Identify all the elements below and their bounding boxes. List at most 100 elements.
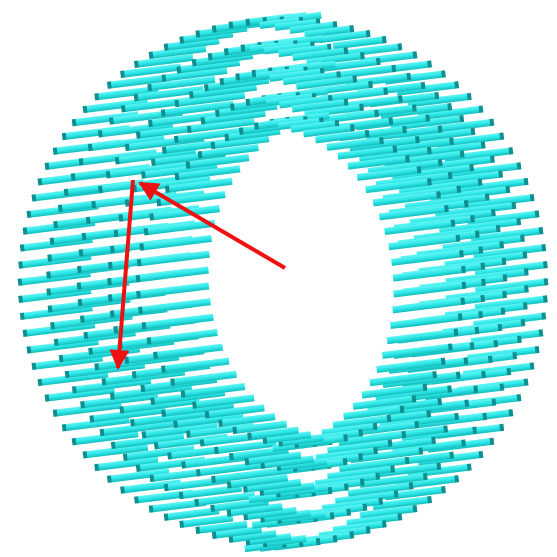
bar-end	[539, 329, 544, 336]
bar-end	[141, 431, 146, 438]
bar-end	[475, 327, 480, 334]
bar-end	[523, 251, 528, 258]
bar-end	[524, 285, 529, 292]
bar-end	[245, 19, 250, 26]
bar-end	[434, 92, 439, 99]
bar-end	[409, 482, 414, 489]
bar-end	[478, 246, 483, 253]
bar-body	[140, 251, 210, 266]
bar-end	[491, 209, 496, 216]
bar-end	[412, 104, 417, 111]
bar-end	[174, 136, 179, 143]
bar-end	[71, 173, 76, 180]
bar-end	[80, 401, 85, 408]
bar-end	[344, 99, 349, 106]
bar-end	[113, 326, 118, 333]
bar-end	[390, 465, 395, 472]
bar-end	[478, 311, 483, 318]
bar-end	[72, 438, 77, 445]
bar-end	[496, 225, 501, 232]
bar-end	[461, 266, 466, 273]
bar-end	[154, 442, 159, 449]
bar-end	[358, 453, 363, 460]
bar-end	[79, 158, 84, 165]
bar-end	[252, 70, 257, 77]
bar-end	[517, 394, 522, 401]
bar-end	[328, 487, 333, 494]
bar-end	[115, 157, 120, 164]
bar-end	[210, 505, 215, 512]
bar-end	[101, 378, 106, 385]
bar-end	[144, 228, 149, 235]
bar-end	[401, 431, 406, 438]
bar-end	[134, 61, 139, 68]
bar-end	[475, 231, 480, 238]
bar-end	[53, 409, 58, 416]
bar-end	[489, 438, 494, 445]
bar-end	[125, 199, 130, 206]
bar-end	[83, 451, 88, 458]
bar-end	[412, 395, 417, 402]
bar-end	[110, 393, 115, 400]
bar-end	[449, 138, 454, 145]
bar-end	[418, 447, 423, 454]
bar-end	[215, 110, 220, 117]
bar-end	[106, 171, 111, 178]
bar-end	[469, 164, 474, 171]
bar-end	[179, 521, 184, 528]
bar-end	[425, 114, 430, 121]
bar-end	[498, 170, 503, 177]
bar-end	[530, 194, 535, 201]
bar-end	[438, 125, 443, 132]
bar-end	[373, 447, 378, 454]
bar	[139, 235, 212, 251]
bar-end	[108, 262, 113, 269]
bar-end	[211, 476, 216, 483]
bar-end	[141, 171, 146, 178]
bar-end	[114, 230, 119, 237]
bar-end	[499, 383, 504, 390]
bar-end	[394, 490, 399, 497]
bar-end	[499, 133, 504, 140]
bar-end	[352, 75, 357, 82]
bar-end	[397, 43, 402, 50]
bar-end	[195, 30, 200, 37]
bar	[390, 313, 463, 329]
bar-end	[82, 233, 87, 240]
bar-end	[523, 302, 528, 309]
bar-end	[406, 73, 411, 80]
bar-end	[414, 421, 419, 428]
bar-end	[91, 201, 96, 208]
bar-end	[502, 291, 507, 298]
bar-end	[454, 413, 459, 420]
bar-body	[390, 314, 460, 329]
bar-end	[431, 437, 436, 444]
scene	[0, 0, 557, 557]
bar-end	[59, 355, 64, 362]
bar-end	[539, 227, 544, 234]
bar-end	[107, 278, 112, 285]
bar-end	[438, 159, 443, 166]
bar-end	[62, 424, 67, 431]
bar-end	[544, 278, 549, 285]
bar-end	[479, 105, 484, 112]
bar-end	[454, 81, 459, 88]
bar-end	[482, 413, 487, 420]
bar	[138, 298, 211, 314]
bar-end	[224, 134, 229, 141]
bar-end	[460, 150, 465, 157]
bar-end	[499, 241, 504, 248]
bar	[137, 251, 210, 267]
bar-end	[130, 419, 135, 426]
bar-end	[427, 496, 432, 503]
bar-end	[211, 142, 216, 149]
bar-end	[376, 58, 381, 65]
bar-end	[447, 103, 452, 110]
bar-end	[205, 411, 210, 418]
bar-end	[524, 378, 529, 385]
bar-end	[490, 156, 495, 163]
bar-end	[150, 398, 155, 405]
bar-end	[379, 137, 384, 144]
bar-end	[491, 398, 496, 405]
bar-end	[200, 117, 205, 124]
